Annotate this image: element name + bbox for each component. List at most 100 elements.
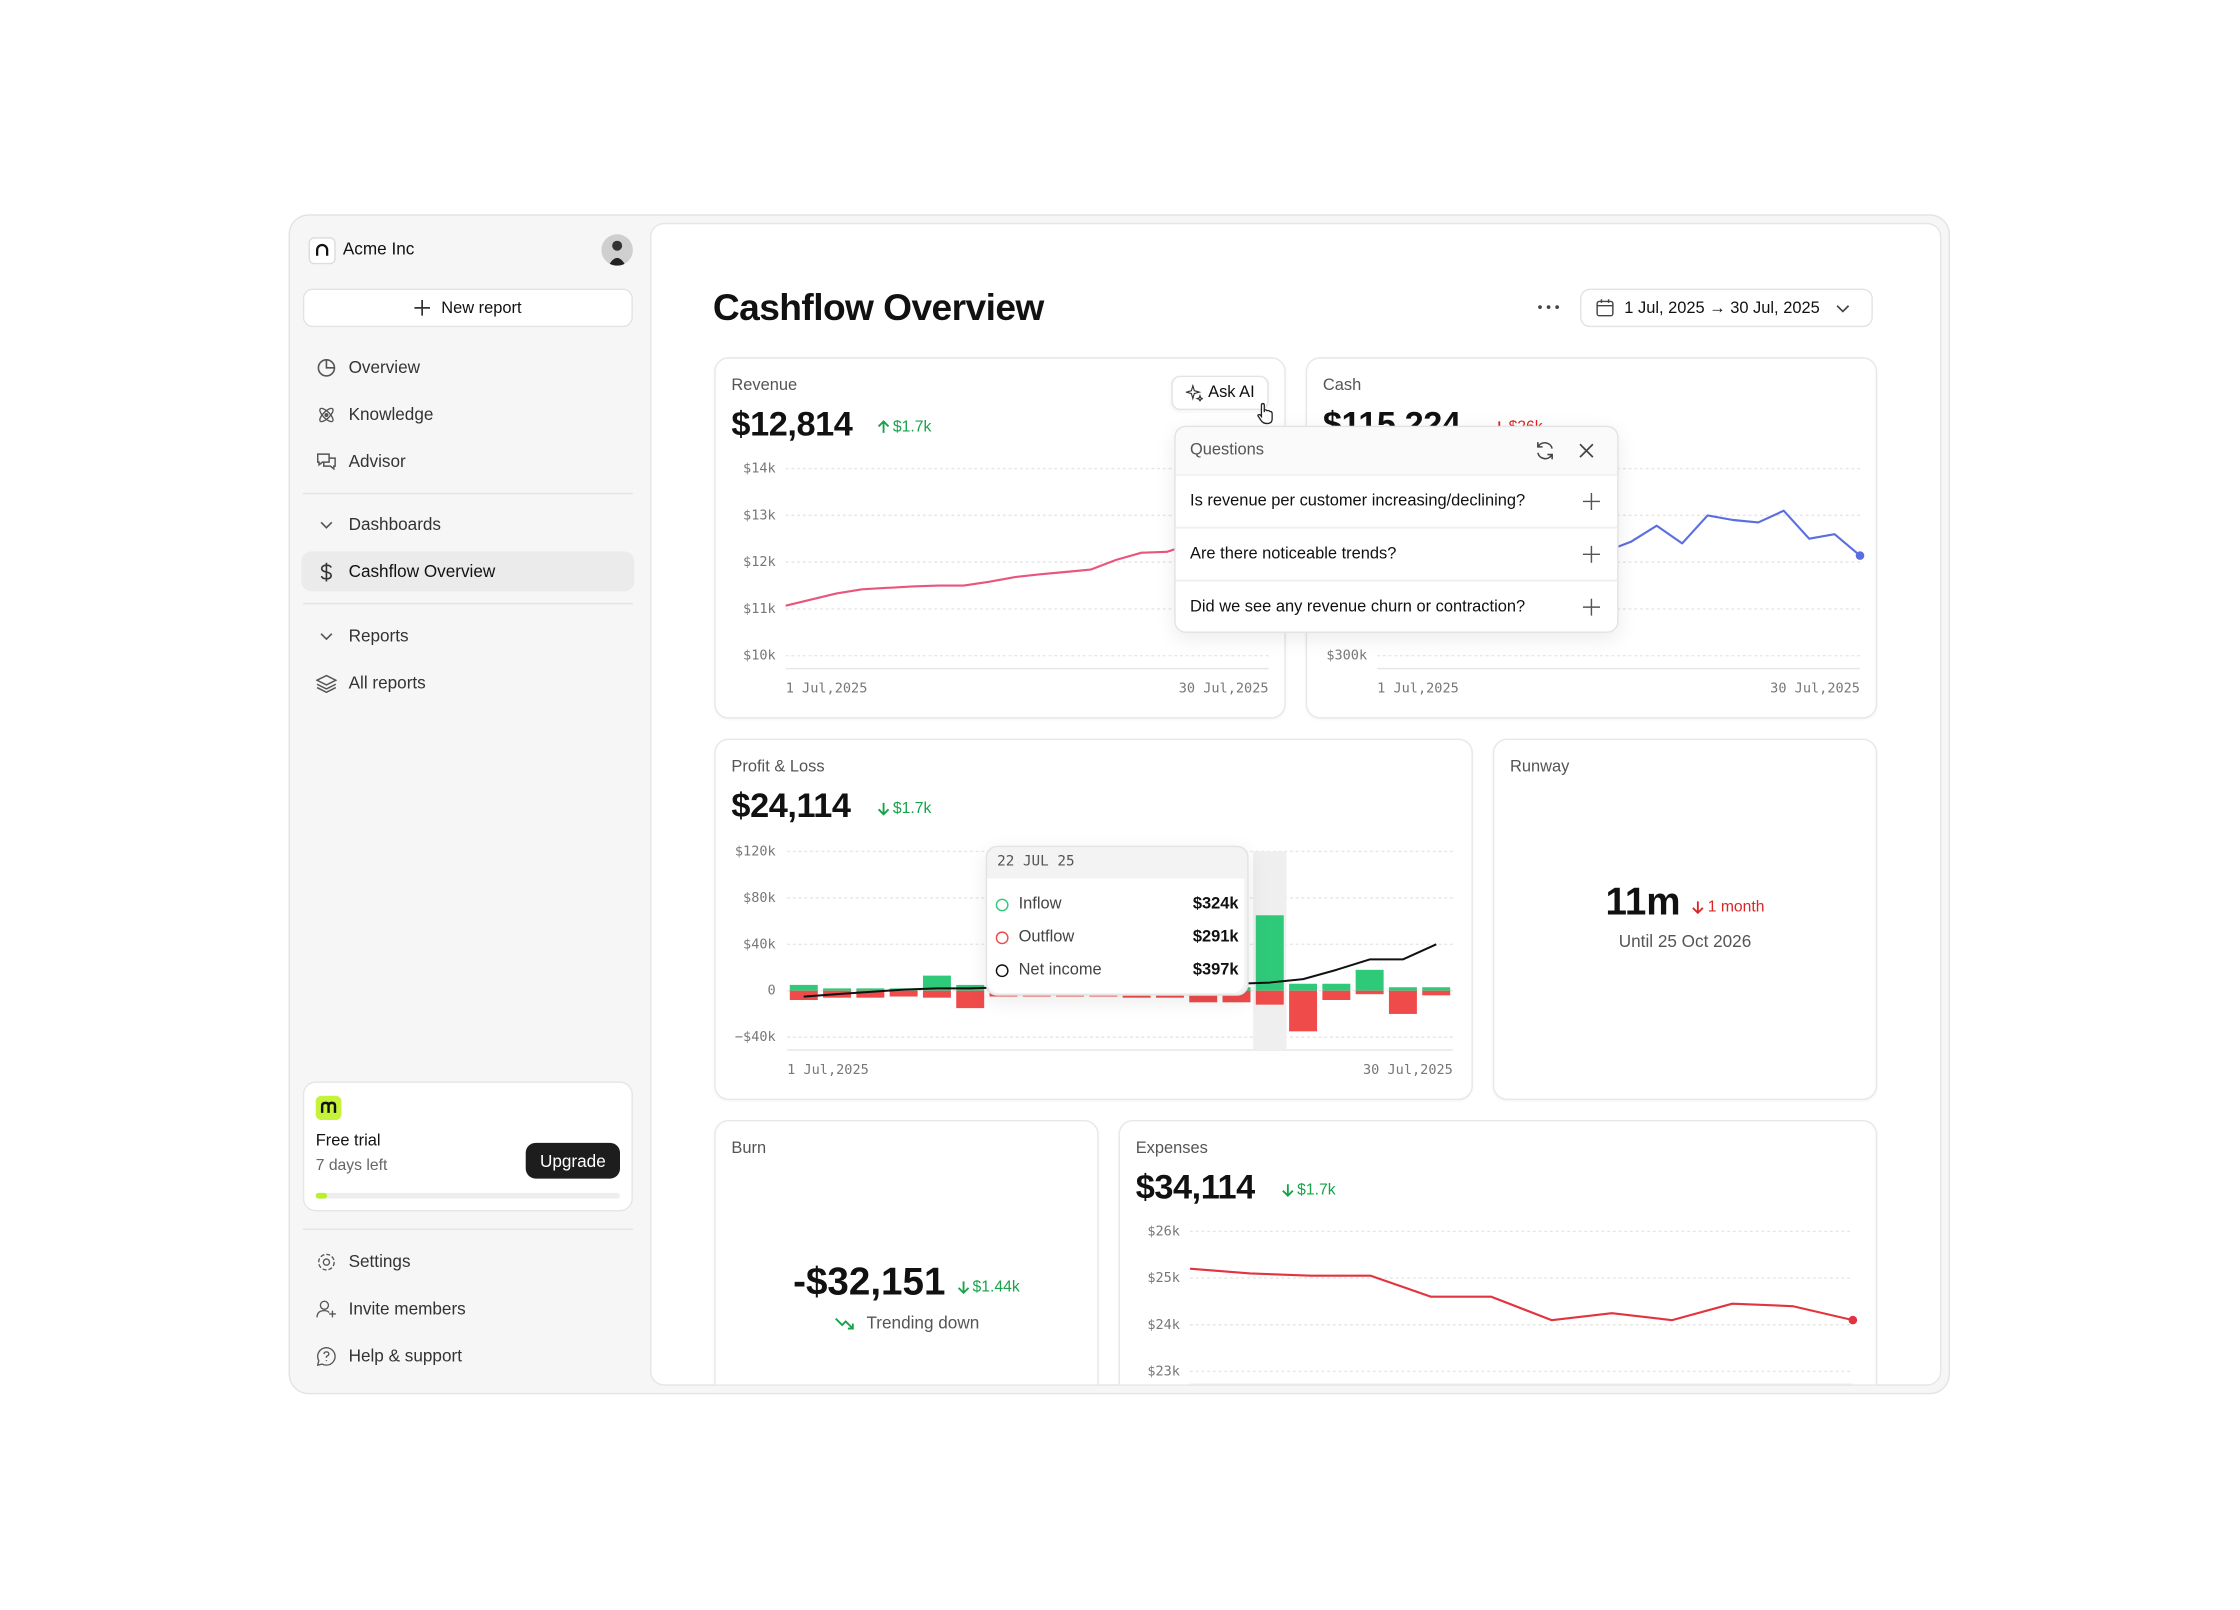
bar [1422, 987, 1451, 991]
more-button[interactable] [1536, 296, 1562, 319]
bar [856, 990, 885, 998]
bar [1322, 983, 1351, 991]
question-text: Are there noticeable trends? [1189, 544, 1397, 563]
x-tick-label: 1 Jul,2025 [786, 681, 868, 697]
chart-tooltip: 22 JUL 25 Inflow $324k Outflow $291k Net i… [985, 845, 1249, 996]
main-panel: Cashflow Overview 1 Jul, 2025 → 30 Jul, … [649, 222, 1942, 1386]
burn-delta: $1.44k [957, 1279, 1020, 1296]
section-toggle[interactable]: Dashboards [316, 510, 441, 539]
nav-label: Settings [348, 1251, 411, 1272]
close-button[interactable] [1579, 443, 1595, 459]
bar [1422, 990, 1451, 996]
tooltip-row: Net income $397k [995, 956, 1239, 985]
nav-label: Invite members [348, 1298, 466, 1319]
bar [956, 990, 985, 1009]
section-toggle[interactable]: Reports [316, 621, 409, 650]
card-delta: $1.7k [1281, 1181, 1336, 1199]
page-title: Cashflow Overview [712, 285, 1044, 329]
bar [823, 988, 852, 991]
tooltip-body [987, 878, 1245, 993]
nav-item[interactable]: Settings [316, 1247, 411, 1276]
tooltip-value: $324k [1192, 895, 1239, 913]
y-tick-label: $80k [743, 890, 776, 906]
y-tick-label: $25k [1147, 1270, 1180, 1286]
bar [1355, 990, 1384, 995]
refresh-button[interactable] [1534, 440, 1555, 461]
x-tick-label: 1 Jul,2025 [1377, 681, 1459, 697]
date-range: 1 Jul, 2025 → 30 Jul, 2025 [1624, 299, 1820, 317]
tooltip-row: Inflow $324k [995, 890, 1239, 919]
bar [1255, 915, 1284, 991]
line [1189, 1267, 1854, 1322]
bar [1289, 990, 1318, 1032]
trial-subtitle: 7 days left [315, 1157, 388, 1175]
legend-dot [995, 963, 1009, 977]
bar [1322, 990, 1351, 1000]
cursor [1257, 402, 1273, 425]
ask-ai-button[interactable]: Ask AI [1171, 375, 1269, 410]
bar [1355, 969, 1384, 991]
nav-label: Cashflow Overview [348, 561, 496, 582]
question-text: Did we see any revenue churn or contract… [1189, 597, 1526, 615]
expenses-card [1118, 1119, 1878, 1385]
nav-label: Knowledge [348, 404, 434, 425]
button-label: Ask AI [1208, 384, 1255, 402]
y-tick-label: $120k [735, 843, 776, 859]
x-tick-label: 30 Jul,2025 [1363, 1062, 1453, 1078]
question-item[interactable]: Are there noticeable trends? [1175, 527, 1618, 579]
legend-dot [995, 930, 1009, 944]
tooltip-value: $397k [1192, 961, 1239, 979]
x-tick-label: 1 Jul,2025 [787, 1062, 869, 1078]
delta-text: $1.7k [892, 799, 932, 818]
bar [856, 988, 885, 991]
y-tick-label: $12k [743, 554, 776, 570]
org-name[interactable]: Acme Inc [342, 238, 415, 259]
date-range-picker[interactable]: 1 Jul, 2025 → 30 Jul, 2025 [1579, 288, 1873, 328]
card-title: Burn [731, 1139, 767, 1158]
nav-item[interactable]: Help & support [316, 1341, 462, 1370]
question-item[interactable]: Is revenue per customer increasing/decli… [1175, 474, 1618, 526]
y-tick-label: $13k [743, 507, 776, 523]
active-highlight [301, 551, 635, 592]
divider [302, 1228, 633, 1230]
bar [1189, 990, 1218, 1003]
y-tick-label: $14k [743, 461, 776, 477]
delta-text: 1 month [1707, 898, 1765, 916]
runway-value-row: 11m 1 month [1493, 880, 1877, 924]
trial-logo [315, 1095, 342, 1120]
card-value: $12,814 [731, 405, 853, 445]
nav-item[interactable]: Advisor [316, 447, 406, 476]
nav-item[interactable]: All reports [315, 669, 426, 698]
nav-item[interactable]: Invite members [316, 1294, 466, 1323]
y-tick-label: $24k [1147, 1317, 1180, 1333]
nav-item[interactable]: Overview [316, 353, 420, 382]
new-report-button[interactable]: New report [302, 288, 633, 328]
nav-item[interactable]: Knowledge [316, 400, 434, 429]
nav-label: Overview [348, 357, 421, 378]
trial-title: Free trial [315, 1132, 381, 1150]
popup-title: Questions [1189, 441, 1264, 459]
bar [789, 984, 818, 991]
y-tick-label: $40k [743, 936, 776, 952]
card-title: Profit & Loss [731, 758, 825, 776]
nav-item[interactable]: Cashflow Overview [316, 557, 496, 586]
tooltip-row: Outflow $291k [995, 923, 1239, 952]
y-tick-label: $11k [743, 601, 776, 617]
delta-text: $1.7k [1297, 1181, 1336, 1199]
question-item[interactable]: Did we see any revenue churn or contract… [1175, 579, 1618, 632]
end-marker [1855, 551, 1865, 560]
burn-subtitle: Trending down [714, 1313, 1098, 1333]
tooltip-label: Outflow [1018, 928, 1075, 946]
delta-text: $1.7k [892, 418, 932, 436]
card-value: $34,114 [1135, 1168, 1255, 1208]
subtitle-text: Trending down [866, 1312, 980, 1333]
section-label: Dashboards [348, 514, 442, 535]
card-title: Expenses [1135, 1139, 1208, 1158]
org-logo [308, 237, 336, 265]
upgrade-button[interactable]: Upgrade [525, 1142, 620, 1179]
avatar[interactable] [601, 234, 633, 266]
burn-value-row: -$32,151 $1.44k [714, 1260, 1098, 1304]
nav-label: All reports [348, 672, 426, 693]
x-tick-label: 30 Jul,2025 [1179, 681, 1269, 697]
